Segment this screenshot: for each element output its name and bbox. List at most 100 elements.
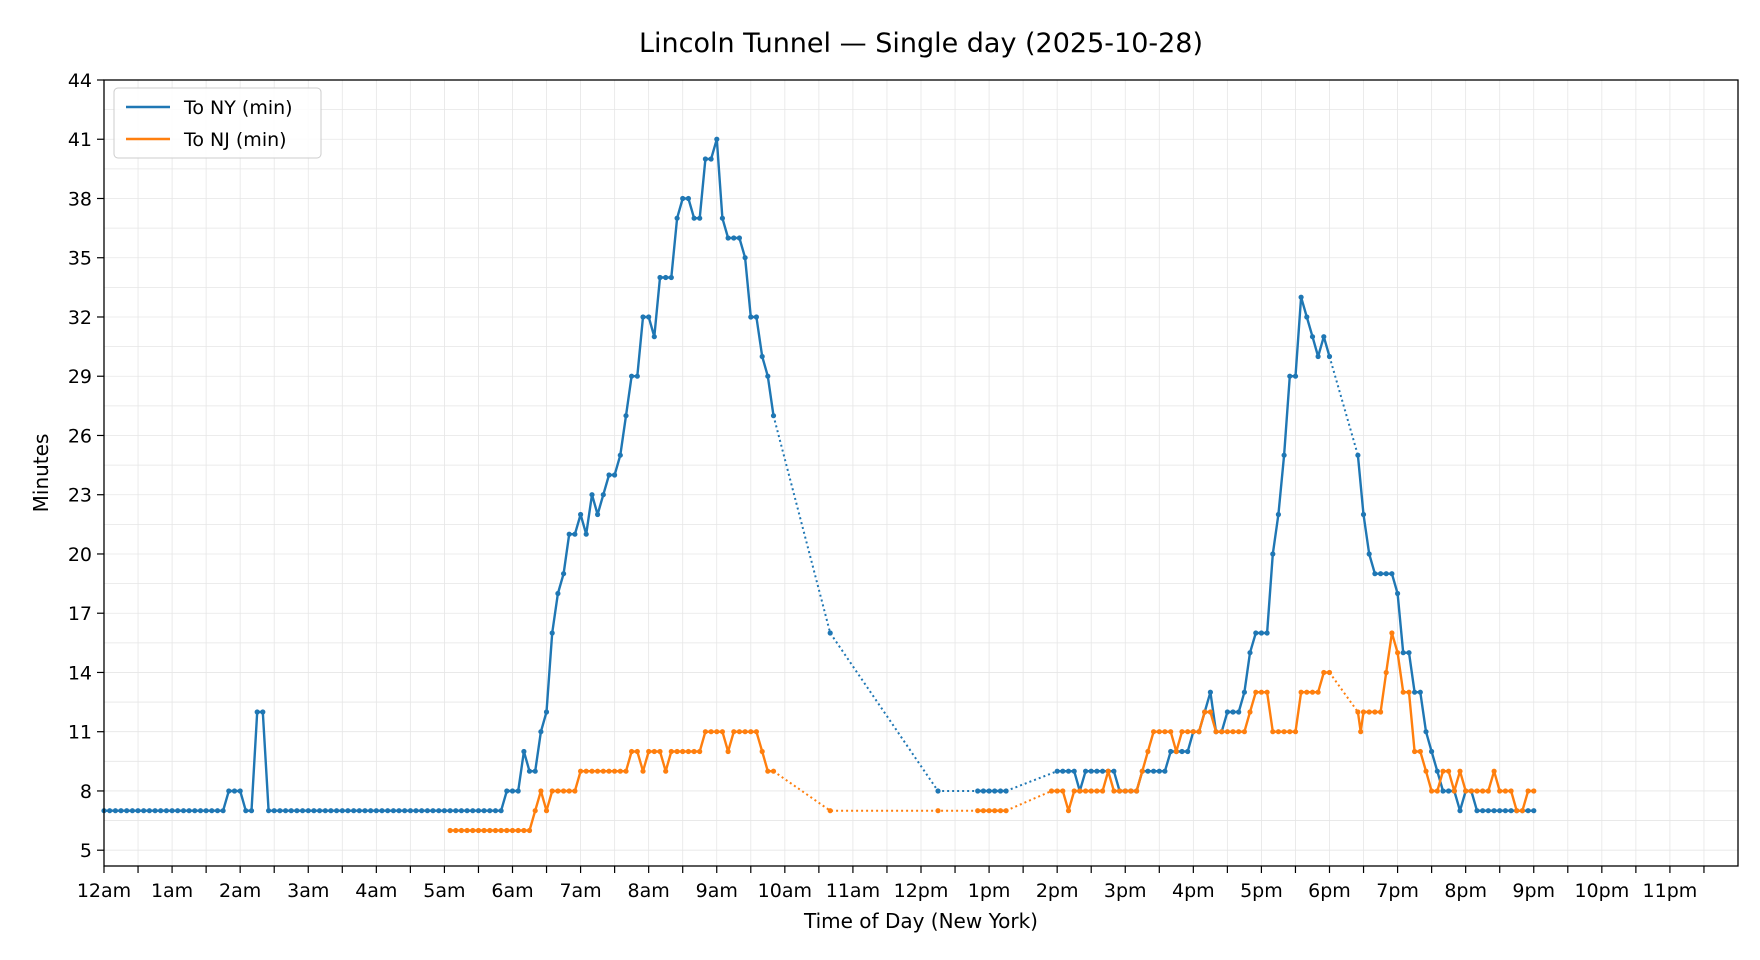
data-point bbox=[334, 808, 340, 814]
data-point bbox=[1100, 788, 1106, 794]
data-point bbox=[317, 808, 323, 814]
x-tick-label: 7pm bbox=[1376, 880, 1419, 902]
data-point bbox=[1060, 768, 1066, 774]
data-point bbox=[691, 215, 697, 221]
data-point bbox=[385, 808, 391, 814]
data-point bbox=[526, 827, 533, 834]
data-point bbox=[1281, 729, 1287, 735]
data-point bbox=[997, 808, 1004, 814]
data-point bbox=[759, 748, 765, 755]
data-point bbox=[266, 808, 272, 814]
series-line bbox=[450, 730, 774, 832]
grid bbox=[103, 79, 1738, 866]
data-point bbox=[561, 571, 567, 577]
data-point bbox=[1241, 689, 1247, 695]
data-point bbox=[1213, 729, 1219, 735]
data-point bbox=[651, 748, 657, 755]
x-tick-label: 6am bbox=[491, 880, 533, 902]
data-point bbox=[203, 808, 209, 814]
data-point bbox=[1315, 689, 1321, 695]
x-tick-label: 3pm bbox=[1104, 880, 1147, 902]
data-point bbox=[504, 788, 510, 794]
data-point bbox=[1139, 768, 1145, 774]
data-point bbox=[640, 314, 646, 320]
data-point bbox=[992, 808, 998, 814]
data-point bbox=[504, 827, 510, 834]
data-point bbox=[606, 472, 612, 478]
data-point bbox=[180, 808, 187, 814]
data-point bbox=[214, 808, 221, 814]
data-point bbox=[595, 768, 601, 774]
data-point bbox=[424, 808, 430, 814]
data-point bbox=[549, 788, 555, 794]
data-point bbox=[521, 827, 527, 834]
data-point bbox=[1100, 768, 1106, 774]
x-tick-label: 12am bbox=[77, 880, 131, 902]
data-point bbox=[702, 729, 709, 735]
data-point bbox=[141, 808, 147, 814]
data-point bbox=[254, 709, 260, 715]
series-layer bbox=[101, 136, 1537, 834]
x-tick-label: 2pm bbox=[1036, 880, 1079, 902]
data-point bbox=[975, 808, 981, 814]
data-point bbox=[1054, 788, 1060, 794]
data-point bbox=[1514, 808, 1520, 814]
data-point bbox=[1417, 689, 1423, 695]
data-point bbox=[1400, 650, 1406, 656]
data-point bbox=[680, 748, 686, 755]
data-point bbox=[997, 788, 1004, 794]
data-point bbox=[1071, 788, 1077, 794]
data-point bbox=[1083, 768, 1089, 774]
data-point bbox=[992, 788, 998, 794]
data-point bbox=[1531, 788, 1537, 794]
data-point bbox=[663, 768, 669, 774]
data-point bbox=[543, 808, 550, 814]
data-point bbox=[742, 255, 748, 261]
legend-box bbox=[113, 87, 322, 159]
data-point bbox=[1378, 709, 1384, 715]
data-point bbox=[1355, 709, 1361, 715]
y-tick-label: 11 bbox=[68, 722, 92, 744]
data-point bbox=[697, 748, 703, 755]
data-point bbox=[668, 748, 674, 755]
data-point bbox=[612, 472, 618, 478]
data-point bbox=[118, 808, 124, 814]
data-point bbox=[719, 729, 726, 735]
x-tick-label: 11pm bbox=[1643, 880, 1698, 902]
data-point bbox=[487, 808, 493, 814]
data-point bbox=[1383, 571, 1389, 577]
data-point bbox=[1508, 788, 1514, 794]
data-point bbox=[1185, 729, 1191, 735]
data-point bbox=[1162, 729, 1168, 735]
data-point bbox=[1485, 788, 1491, 794]
data-point bbox=[668, 274, 674, 281]
data-point bbox=[1440, 768, 1446, 774]
series-gap-line bbox=[1005, 790, 1052, 812]
data-point bbox=[1207, 709, 1213, 715]
data-point bbox=[1071, 768, 1077, 774]
data-point bbox=[1219, 729, 1225, 735]
x-tick-label: 1am bbox=[151, 880, 193, 902]
data-point bbox=[453, 827, 459, 834]
y-tick-label: 26 bbox=[68, 425, 92, 447]
data-point bbox=[458, 808, 464, 814]
data-point bbox=[1224, 729, 1230, 735]
x-axis-title: Time of Day (New York) bbox=[803, 909, 1038, 933]
data-point bbox=[481, 827, 487, 834]
data-point bbox=[748, 729, 754, 735]
data-point bbox=[351, 808, 357, 814]
y-tick-label: 41 bbox=[68, 129, 92, 151]
data-point bbox=[566, 531, 572, 537]
data-point bbox=[146, 808, 152, 814]
data-point bbox=[1378, 571, 1384, 577]
series-gap-line bbox=[1328, 356, 1359, 456]
data-point bbox=[419, 808, 425, 814]
data-point bbox=[731, 235, 737, 241]
series-to-ny bbox=[101, 136, 1537, 814]
data-point bbox=[1077, 788, 1083, 794]
data-point bbox=[640, 768, 646, 774]
data-point bbox=[680, 195, 686, 202]
data-point bbox=[1111, 788, 1117, 794]
